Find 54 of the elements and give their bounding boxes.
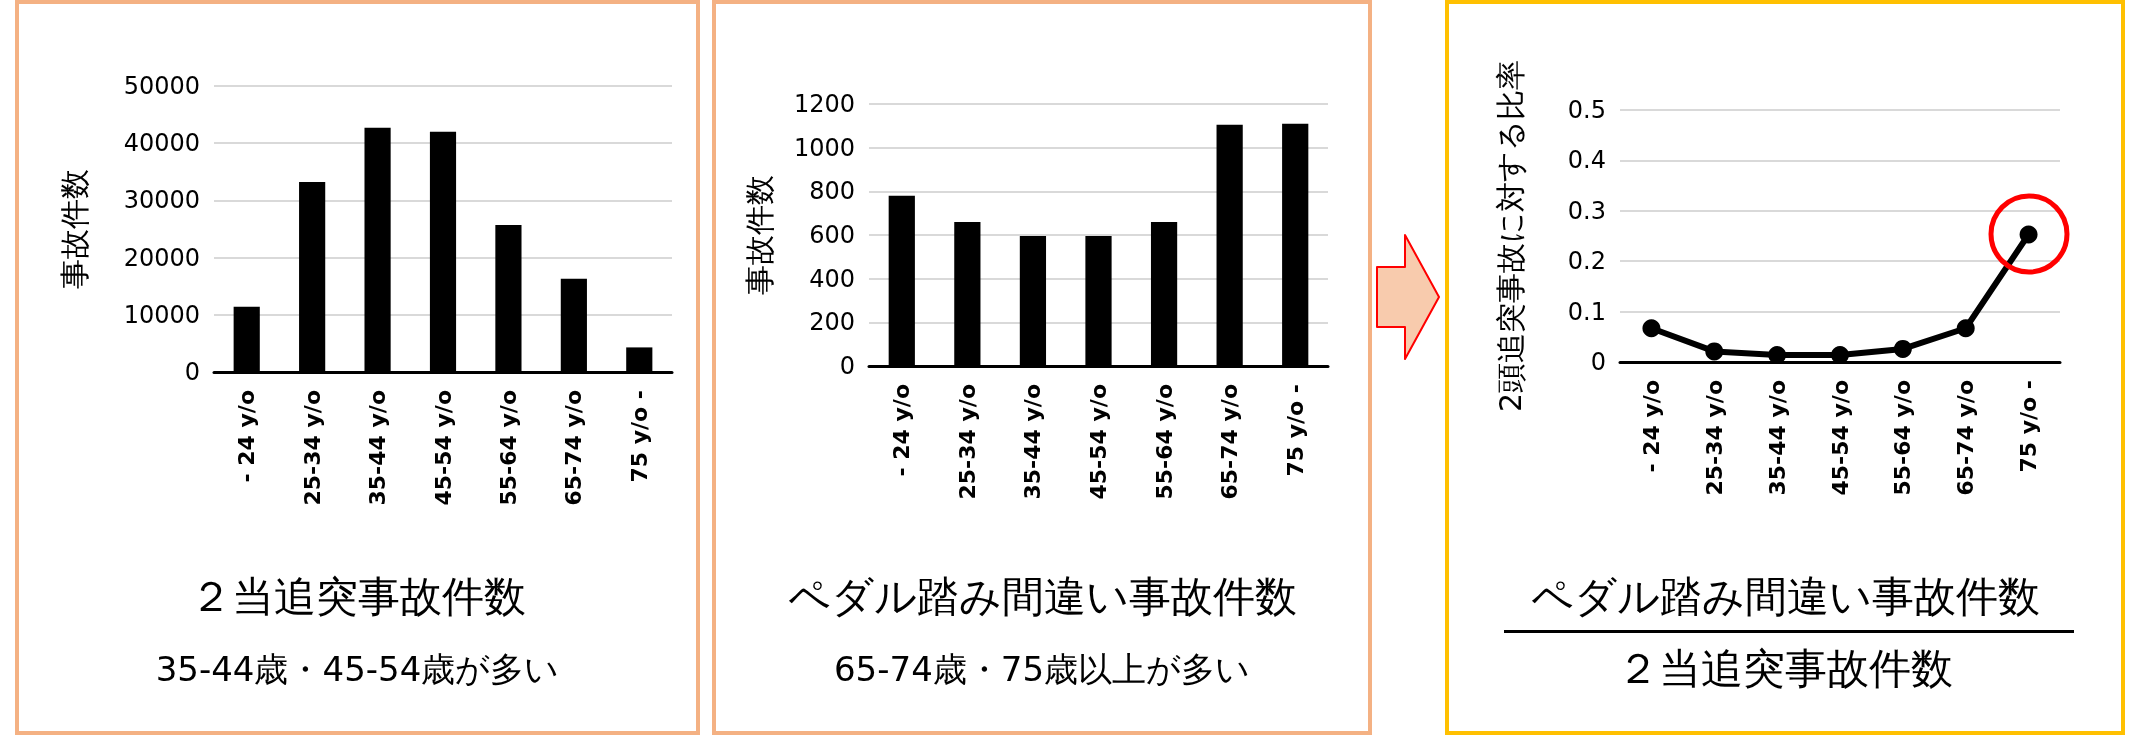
point (1705, 342, 1724, 361)
y-tick-label: 0 (1590, 348, 1606, 376)
x-tick-label: - 24 y/o (234, 390, 260, 483)
x-tick-label: 35-44 y/o (1020, 384, 1046, 500)
y-tick-label: 1000 (793, 133, 855, 162)
y-tick-label: 400 (809, 264, 855, 293)
x-tick-label: 65-74 y/o (561, 390, 587, 506)
y-tick-label: 1200 (793, 90, 855, 118)
x-tick-label: 55-64 y/o (495, 390, 521, 506)
text: ペダル踏み間違い事故件数 (1530, 571, 2040, 623)
x-tick-label: 55-64 y/o (1151, 384, 1177, 500)
text: ２当追突事故件数 (189, 571, 526, 623)
text: ペダル踏み間違い事故件数 (787, 571, 1297, 623)
y-tick-label: 50000 (123, 72, 200, 100)
text: 35-44歳・45-54歳が多い (154, 648, 561, 691)
y-tick-label: 800 (809, 177, 855, 206)
text: ２当追突事故件数 (1616, 644, 1954, 694)
y-tick-label: 0 (184, 358, 200, 386)
x-tick-label: 45-54 y/o (1086, 384, 1111, 500)
y-tick-label: 40000 (123, 129, 200, 158)
x-tick-label: 45-54 y/o (1827, 380, 1853, 496)
x-tick-label: 65-74 y/o (1953, 380, 1979, 496)
x-tick-label: 25-34 y/o (299, 390, 325, 506)
point (1642, 319, 1661, 338)
point (1893, 339, 1912, 358)
x-tick-label: 35-44 y/o (1764, 380, 1790, 496)
y-tick-label: 0.1 (1567, 297, 1606, 326)
y-tick-label: 30000 (123, 186, 200, 215)
y-tick-label: 0.5 (1567, 96, 1606, 124)
y-axis-title: 2頭追突事故に対する比率 (1492, 59, 1528, 413)
y-tick-label: 0 (839, 352, 855, 380)
y-tick-label: 600 (809, 221, 855, 249)
y-tick-label: 10000 (123, 300, 200, 329)
y-tick-label: 0.4 (1567, 146, 1606, 175)
x-tick-label: 65-74 y/o (1217, 384, 1243, 500)
x-tick-label: 45-54 y/o (430, 390, 456, 506)
x-tick-label: 75 y/o - (2016, 380, 2042, 473)
x-tick-label: 25-34 y/o (1701, 380, 1727, 496)
x-tick-label: 55-64 y/o (1890, 380, 1916, 496)
point (2019, 225, 2038, 244)
y-axis-title: 事故件数 (741, 175, 777, 295)
x-tick-label: 75 y/o - (626, 390, 652, 483)
x-tick-label: 25-34 y/o (954, 384, 980, 500)
y-tick-label: 0.2 (1567, 247, 1606, 276)
x-tick-label: 75 y/o - (1282, 384, 1308, 477)
y-tick-label: 20000 (123, 243, 200, 272)
y-axis-title: 事故件数 (56, 169, 92, 289)
y-tick-label: 200 (809, 308, 855, 337)
x-tick-label: 35-44 y/o (365, 390, 391, 506)
text: 65-74歳・75歳以上が多い (832, 648, 1252, 691)
x-tick-label: - 24 y/o (1638, 380, 1664, 473)
point (1956, 319, 1975, 338)
x-tick-label: - 24 y/o (889, 384, 915, 477)
y-tick-label: 0.3 (1567, 196, 1606, 225)
